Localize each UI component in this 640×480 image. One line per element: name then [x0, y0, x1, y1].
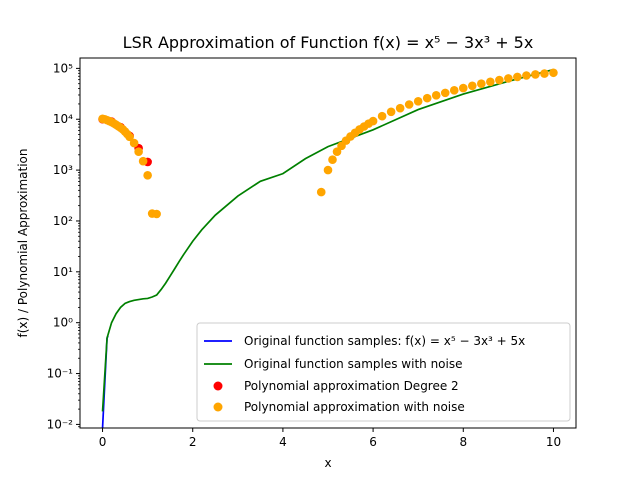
legend-entry-label: Polynomial approximation with noise [244, 400, 465, 414]
y-tick-label: 10⁴ [53, 112, 73, 126]
y-tick-label: 10⁵ [53, 61, 73, 75]
series-3-point [504, 74, 513, 83]
series-3-point [422, 93, 432, 103]
series-3-point [495, 75, 504, 85]
x-tick-label: 4 [279, 435, 287, 449]
series-3-point [125, 132, 134, 142]
x-tick-label: 0 [99, 435, 107, 449]
series-3-point [467, 81, 477, 91]
y-tick-label: 10⁻¹ [47, 367, 74, 381]
series-3-point [395, 103, 405, 113]
plot-area [79, 57, 577, 429]
series-3-point [152, 209, 161, 219]
y-axis-label: f(x) / Polynomial Approximation [16, 149, 30, 338]
series-3-point [129, 138, 139, 148]
series-3-point [449, 86, 459, 95]
series-3-point [143, 171, 152, 180]
x-axis-label: x [324, 456, 331, 470]
series-3-point [323, 165, 333, 175]
x-axis-ticks: 0 2 4 6 8 10 [99, 428, 561, 449]
series-3-point [431, 91, 441, 100]
series-3-point [332, 147, 342, 157]
series-3-point [549, 68, 558, 78]
series-line-1 [101, 68, 554, 412]
x-tick-label: 10 [546, 435, 561, 449]
series-3-point [477, 79, 486, 88]
y-tick-label: 10¹ [53, 265, 73, 279]
series-3-point [458, 83, 468, 93]
y-tick-label: 10³ [53, 163, 73, 177]
legend-entry-label: Original function samples with noise [244, 357, 463, 371]
series-3-point [316, 187, 326, 197]
series-3-point [404, 100, 414, 109]
y-tick-label: 10⁻² [47, 417, 74, 431]
series-layer [98, 68, 558, 428]
series-3-point [386, 107, 396, 117]
y-tick-label: 10² [53, 214, 73, 228]
x-tick-label: 2 [189, 435, 197, 449]
series-3-point [368, 116, 378, 126]
chart-title: LSR Approximation of Function f(x) = x⁵ … [123, 33, 534, 52]
y-axis-ticks: 10⁻² 10⁻¹ 10⁰ 10¹ 10² 10³ 10⁴ 10⁵ [47, 61, 80, 431]
legend-entry-label: Polynomial approximation Degree 2 [244, 379, 459, 393]
series-3-point [540, 69, 549, 78]
legend-swatch-marker [213, 402, 223, 412]
series-3-point [440, 88, 450, 98]
legend: Original function samples: f(x) = x⁵ − 3… [196, 322, 571, 422]
x-tick-label: 8 [459, 435, 467, 449]
series-3-point [522, 71, 531, 80]
series-3-point [377, 111, 387, 121]
x-tick-label: 6 [369, 435, 377, 449]
series-3-point [328, 155, 337, 165]
legend-swatch-marker [213, 381, 223, 391]
legend-entry-label: Original function samples: f(x) = x⁵ − 3… [244, 334, 525, 348]
legend-box [196, 322, 571, 422]
series-3-point [531, 70, 540, 79]
series-3-point [134, 147, 143, 157]
series-3-point [486, 77, 495, 87]
series-3-point [138, 156, 148, 166]
y-tick-label: 10⁰ [53, 316, 73, 330]
series-3-point [513, 72, 522, 82]
series-3-point [413, 97, 423, 106]
axes-frame [79, 57, 577, 429]
